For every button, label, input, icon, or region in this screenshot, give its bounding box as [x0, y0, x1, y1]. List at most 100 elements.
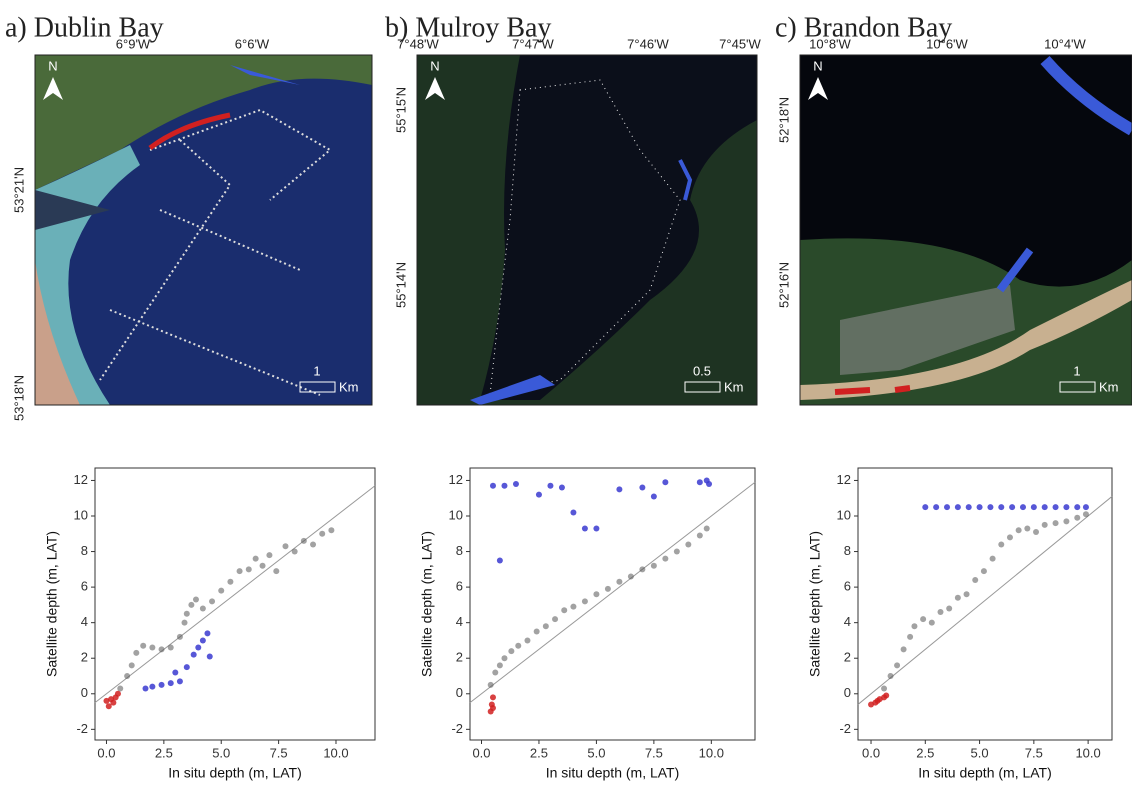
- point: [911, 623, 918, 630]
- plot-area: [469, 467, 756, 741]
- x-tick-label: 2.5: [916, 745, 934, 760]
- map-longitude-label: 7°48'W: [397, 36, 439, 51]
- map-longitude-label: 7°46'W: [627, 36, 669, 51]
- y-axis-label: Satellite depth (m, LAT): [44, 531, 60, 677]
- x-tick-label: 2.5: [155, 745, 173, 760]
- point: [639, 484, 646, 491]
- y-tick-label: 6: [81, 579, 88, 594]
- y-tick-label: 12: [74, 472, 88, 487]
- point: [149, 644, 156, 651]
- point: [542, 623, 549, 630]
- scale-bar: [299, 381, 336, 393]
- map-longitude-label: 10°6'W: [926, 36, 968, 51]
- point: [291, 548, 298, 555]
- point: [650, 562, 657, 569]
- point: [965, 504, 972, 511]
- point: [133, 649, 140, 656]
- point: [944, 504, 951, 511]
- one-to-one-line: [94, 485, 376, 704]
- point: [570, 603, 577, 610]
- point: [1082, 504, 1089, 511]
- map-frame: [34, 54, 373, 406]
- point: [1052, 520, 1059, 527]
- x-tick-label: 7.5: [270, 745, 288, 760]
- point: [508, 648, 515, 655]
- point: [547, 482, 554, 489]
- point: [117, 685, 124, 692]
- y-tick-label: 12: [837, 472, 851, 487]
- point: [489, 482, 496, 489]
- point: [515, 642, 522, 649]
- scale-bar: [684, 381, 721, 393]
- map-latitude-label: 55°14'N: [393, 262, 408, 308]
- point: [616, 486, 623, 493]
- x-axis-label: In situ depth (m, LAT): [546, 765, 680, 781]
- x-tick-label: 2.5: [530, 745, 548, 760]
- point: [176, 678, 183, 685]
- map-longitude-label: 10°8'W: [809, 36, 851, 51]
- north-arrow: [808, 77, 828, 100]
- point: [1041, 504, 1048, 511]
- y-tick-label: 10: [74, 507, 88, 522]
- map-latitude-label: 52°18'N: [776, 97, 791, 143]
- point: [190, 651, 197, 658]
- point: [987, 504, 994, 511]
- point: [105, 703, 112, 710]
- point: [487, 681, 494, 688]
- point: [558, 484, 565, 491]
- point: [501, 655, 508, 662]
- point: [662, 479, 669, 486]
- y-tick-label: 4: [81, 614, 88, 629]
- point: [204, 630, 211, 637]
- map-longitude-label: 6°6'W: [235, 36, 270, 51]
- x-tick-label: 10.0: [1075, 745, 1100, 760]
- y-tick-label: -2: [839, 721, 851, 736]
- point: [245, 566, 252, 573]
- map-frame: [799, 54, 1132, 406]
- point: [685, 541, 692, 548]
- x-tick-label: 0.0: [862, 745, 880, 760]
- point: [1082, 511, 1089, 518]
- y-axis-label: Satellite depth (m, LAT): [807, 531, 823, 677]
- plot-area: [94, 467, 376, 741]
- point: [604, 585, 611, 592]
- point: [570, 509, 577, 516]
- map-longitude-label: 6°9'W: [116, 36, 151, 51]
- x-tick-label: 10.0: [323, 745, 348, 760]
- point: [900, 646, 907, 653]
- x-tick-label: 0.0: [472, 745, 490, 760]
- point: [581, 525, 588, 532]
- y-tick-label: -2: [76, 721, 88, 736]
- point: [662, 555, 669, 562]
- x-tick-label: 10.0: [699, 745, 724, 760]
- map-title: b) Mulroy Bay: [385, 12, 551, 43]
- point: [489, 705, 496, 711]
- point: [1009, 504, 1016, 511]
- point: [1074, 504, 1081, 511]
- point: [954, 504, 961, 511]
- point: [124, 673, 131, 679]
- point: [181, 619, 188, 626]
- x-tick-label: 0.0: [97, 745, 115, 760]
- x-tick-label: 5.0: [212, 745, 230, 760]
- x-tick-label: 7.5: [645, 745, 663, 760]
- y-tick-label: 4: [456, 614, 463, 629]
- point: [946, 605, 953, 612]
- point: [907, 633, 914, 640]
- point: [524, 637, 531, 644]
- y-tick-label: 10: [449, 507, 463, 522]
- point: [1024, 525, 1031, 532]
- point: [928, 619, 935, 626]
- map-longitude-label: 7°47'W: [512, 36, 554, 51]
- y-tick-label: 4: [844, 614, 851, 629]
- point: [192, 596, 199, 603]
- map-title: a) Dublin Bay: [5, 12, 164, 43]
- point: [998, 504, 1005, 511]
- point: [1074, 514, 1081, 521]
- point: [167, 680, 174, 687]
- north-label: N: [813, 58, 822, 73]
- scale-bar: [1059, 381, 1096, 393]
- plot-area: [857, 467, 1113, 741]
- point: [209, 598, 216, 605]
